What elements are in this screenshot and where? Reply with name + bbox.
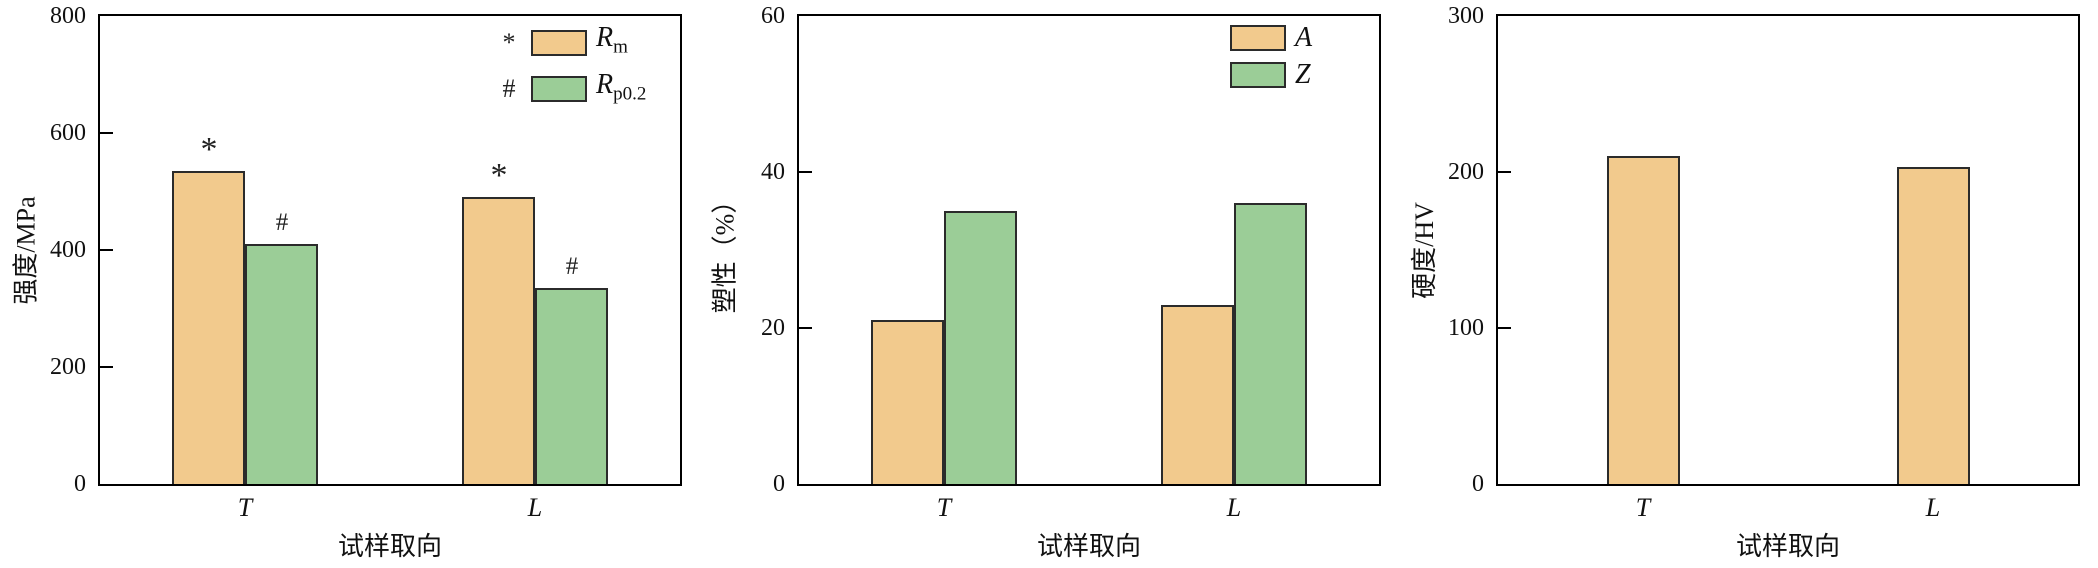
- legend-swatch-Rp0.2: [531, 76, 587, 103]
- bar-Rm-L: [462, 197, 535, 484]
- y-tick-label: 600: [50, 120, 86, 146]
- legend-item-A: A: [1230, 23, 1361, 53]
- bar-Rp0.2-T: [245, 244, 318, 484]
- bar-Z-L: [1234, 203, 1307, 484]
- x-axis-label: 试样取向: [337, 532, 442, 561]
- x-axis-label: 试样取向: [1036, 532, 1141, 561]
- y-tick-label: 100: [1448, 315, 1484, 341]
- legend-label-A: A: [1295, 22, 1313, 53]
- bar-A-T: [871, 320, 944, 484]
- bar-Z-T: [944, 211, 1017, 484]
- legend-label-Rp0.2: Rp0.2: [596, 68, 647, 105]
- y-tick-mark: [100, 366, 113, 368]
- significance-marker-Rp0.2-L: #: [565, 253, 579, 280]
- y-tick-mark: [1498, 327, 1511, 329]
- y-tick-mark: [100, 249, 113, 251]
- legend: * Rm # Rp0.2: [496, 23, 662, 109]
- plasticity-chart: 塑性（%） A Z 0 20 40 60 T L 试样取向: [699, 0, 1398, 568]
- y-tick-label: 40: [761, 159, 785, 185]
- significance-marker-Rm-T: *: [200, 131, 218, 168]
- bar-Rp0.2-L: [535, 288, 608, 484]
- y-axis-label: 硬度/HV: [1400, 14, 1444, 486]
- x-axis-label: 试样取向: [1735, 532, 1840, 561]
- x-tick-label-L: L: [1925, 493, 1941, 522]
- y-tick-label: 300: [1448, 3, 1484, 29]
- y-tick-mark: [799, 327, 812, 329]
- bar-hardness-L: [1897, 167, 1970, 484]
- y-axis-label: 塑性（%）: [701, 14, 745, 486]
- y-tick-mark: [100, 132, 113, 134]
- bar-Rm-T: [172, 171, 245, 484]
- bar-A-L: [1161, 305, 1234, 484]
- y-tick-label: 200: [1448, 159, 1484, 185]
- legend-swatch-Rm: [531, 29, 587, 56]
- x-tick-label-L: L: [1226, 493, 1242, 522]
- y-tick-label: 20: [761, 315, 785, 341]
- x-tick-label-T: T: [1635, 493, 1651, 522]
- significance-marker-Rm-L: *: [490, 157, 508, 194]
- y-tick-label: 0: [1472, 471, 1484, 497]
- legend-marker-Rm: *: [502, 27, 516, 57]
- x-tick-label-L: L: [527, 493, 543, 522]
- y-tick-mark: [799, 171, 812, 173]
- x-tick-label-T: T: [936, 493, 952, 522]
- bar-hardness-T: [1607, 156, 1680, 484]
- legend-swatch-Z: [1230, 62, 1286, 88]
- hardness-chart: 硬度/HV 0 100 200 300 T L 试样取向: [1398, 0, 2097, 568]
- y-tick-label: 0: [74, 471, 86, 497]
- legend-item-Rp0.2: # Rp0.2: [496, 68, 662, 110]
- significance-marker-Rp0.2-T: #: [275, 209, 289, 236]
- y-axis-label-text: 硬度/HV: [1409, 201, 1439, 299]
- legend-swatch-A: [1230, 25, 1286, 51]
- legend-label-Rm: Rm: [596, 22, 628, 58]
- x-tick-label-T: T: [237, 493, 253, 522]
- y-axis-label-text: 塑性（%）: [710, 187, 740, 313]
- strength-chart: 强度/MPa * # * # * Rm # Rp0.2 0 200 400 600 800 T L 试样取向: [0, 0, 699, 568]
- legend-marker-Rp0.2: #: [502, 74, 516, 104]
- y-tick-label: 0: [773, 471, 785, 497]
- y-tick-label: 400: [50, 237, 86, 263]
- plot-area: [1496, 14, 2080, 486]
- legend-item-Z: Z: [1230, 60, 1361, 90]
- y-tick-label: 200: [50, 354, 86, 380]
- plot-area: * # * # * Rm # Rp0.2: [98, 14, 682, 486]
- legend-label-Z: Z: [1295, 59, 1311, 90]
- y-tick-label: 60: [761, 3, 785, 29]
- legend-item-Rm: * Rm: [496, 23, 662, 63]
- y-tick-mark: [1498, 171, 1511, 173]
- y-tick-label: 800: [50, 3, 86, 29]
